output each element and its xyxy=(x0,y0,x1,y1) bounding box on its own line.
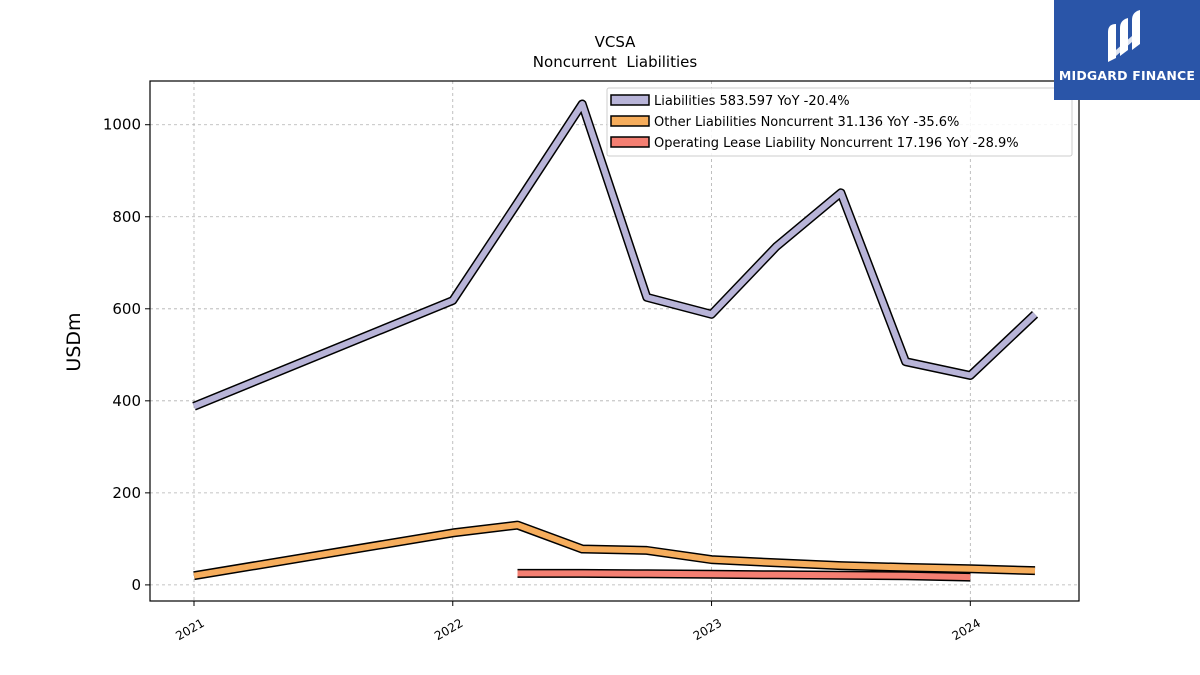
x-tick-label: 2023 xyxy=(691,616,724,643)
y-axis-label: USDm xyxy=(63,312,85,371)
x-tick-label: 2021 xyxy=(173,616,206,643)
y-tick-label: 0 xyxy=(131,576,141,594)
legend-box xyxy=(606,87,1073,157)
x-tick-label: 2024 xyxy=(950,616,983,643)
series-0 xyxy=(192,99,1039,411)
brand-logo: MIDGARD FINANCE xyxy=(1054,0,1200,100)
legend-label-0: Liabilities 583.597 YoY -20.4% xyxy=(654,94,850,109)
legend: Liabilities 583.597 YoY -20.4% Other Liab… xyxy=(606,87,1073,157)
series-1-line xyxy=(193,522,1036,579)
legend-swatch-1 xyxy=(610,115,650,127)
legend-label-1: Other Liabilities Noncurrent 31.136 YoY … xyxy=(654,115,959,130)
series-0-line xyxy=(192,101,1038,410)
brand-name: MIDGARD FINANCE xyxy=(1058,68,1196,83)
y-tick-label: 600 xyxy=(112,300,141,318)
y-tick-label: 1000 xyxy=(103,116,141,134)
x-tick-label: 2022 xyxy=(432,616,465,643)
y-tick-label: 200 xyxy=(112,484,141,502)
legend-swatch-2 xyxy=(610,136,650,148)
series-2 xyxy=(517,568,971,582)
legend-swatch-0 xyxy=(610,94,650,106)
y-tick-label: 800 xyxy=(112,208,141,226)
grid xyxy=(150,81,1079,601)
series-2-line xyxy=(517,570,971,581)
chart-title: VCSA xyxy=(595,33,637,51)
midgard-logo-icon xyxy=(1108,10,1140,62)
series-layer xyxy=(192,99,1039,582)
chart-subtitle: Noncurrent Liabilities xyxy=(533,53,698,71)
legend-label-2: Operating Lease Liability Noncurrent 17.… xyxy=(654,136,1019,151)
y-tick-label: 400 xyxy=(112,392,141,410)
plot-frame xyxy=(149,80,1080,602)
series-1 xyxy=(193,520,1036,581)
